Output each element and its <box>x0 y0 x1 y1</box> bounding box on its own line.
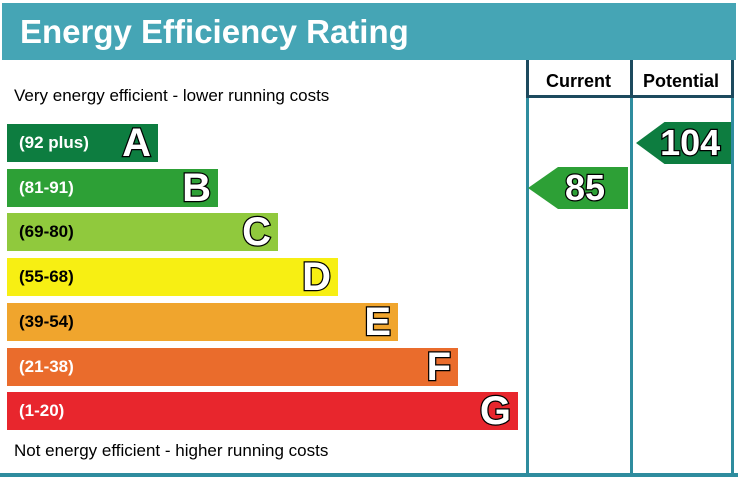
band-range-label: (81-91) <box>19 178 74 197</box>
potential-rating-value: 104 <box>659 122 722 164</box>
band-range-label: (69-80) <box>19 222 74 241</box>
header-underline <box>526 95 734 98</box>
header-divider-middle <box>630 60 633 98</box>
rating-band-d: (55-68) D <box>7 255 338 299</box>
potential-rating-arrow: 104 <box>636 122 731 164</box>
band-range-label: (55-68) <box>19 267 74 286</box>
page-title: Energy Efficiency Rating <box>2 3 736 60</box>
band-range-label: (39-54) <box>19 312 74 331</box>
band-grade-letter: B <box>181 166 212 210</box>
band-grade-letter: C <box>241 210 272 254</box>
band-grade-letter: F <box>425 345 452 389</box>
column-divider-middle <box>630 60 633 474</box>
rating-band-e: (39-54) E <box>7 300 398 344</box>
rating-band-g: (1-20) G <box>7 389 518 433</box>
rating-band-b: (81-91) B <box>7 166 218 210</box>
current-rating-value: 85 <box>564 167 607 209</box>
band-grade-letter: D <box>301 255 332 299</box>
header-divider-right <box>731 60 734 98</box>
band-range-label: (92 plus) <box>19 133 89 152</box>
rating-band-f: (21-38) F <box>7 345 458 389</box>
potential-column-header: Potential <box>642 71 719 91</box>
band-grade-letter: G <box>479 389 513 433</box>
chart-bottom-border <box>0 473 738 477</box>
bottom-note: Not energy efficient - higher running co… <box>14 441 329 460</box>
column-divider-left <box>526 60 529 474</box>
rating-band-c: (69-80) C <box>7 210 278 254</box>
column-divider-right <box>731 60 734 474</box>
header-divider-left <box>526 60 529 98</box>
band-range-label: (1-20) <box>19 401 65 420</box>
top-note: Very energy efficient - lower running co… <box>14 86 330 105</box>
band-grade-letter: E <box>363 300 392 344</box>
current-column-header: Current <box>545 71 611 91</box>
current-rating-arrow: 85 <box>528 167 628 209</box>
band-range-label: (21-38) <box>19 357 74 376</box>
band-grade-letter: A <box>121 121 152 165</box>
rating-band-a: (92 plus) A <box>7 121 158 165</box>
